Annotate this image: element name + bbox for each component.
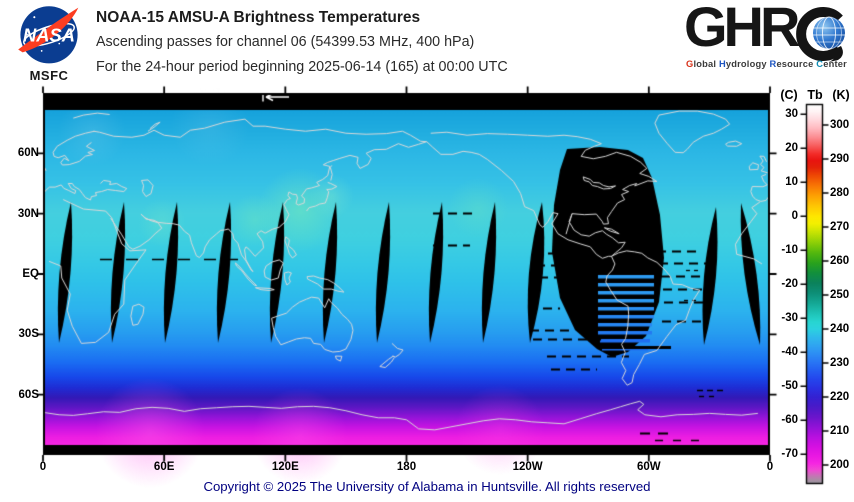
ghrc-globe-c-icon [796,7,846,62]
page-subtitle: Ascending passes for channel 06 (54399.5… [96,34,475,50]
page-period-line: For the 24-hour period beginning 2025-06… [96,59,508,75]
ghrc-logo: GHR Global Hydrology Resou [682,0,852,74]
ghrc-wordmark: GHR [684,0,852,66]
ghrc-tagline-word: Center [816,59,847,69]
ghrc-tagline: Global Hydrology Resource Center [686,59,847,69]
msfc-label: MSFC [29,68,69,83]
title-block: NOAA-15 AMSU-A Brightness Temperatures A… [96,5,508,80]
ghrc-letters: GHR [684,0,800,58]
copyright-line: Copyright © 2025 The University of Alaba… [203,479,651,494]
svg-text:NASA: NASA [23,24,75,45]
ghrc-tagline-word: Resource [769,59,814,69]
nasa-meatball-icon: NASA [18,6,79,64]
ghrc-tagline-word: Global [686,59,717,69]
nasa-logo: NASA [12,4,86,70]
ghrc-tagline-word: Hydrology [718,59,767,69]
page-title: NOAA-15 AMSU-A Brightness Temperatures [96,9,421,26]
